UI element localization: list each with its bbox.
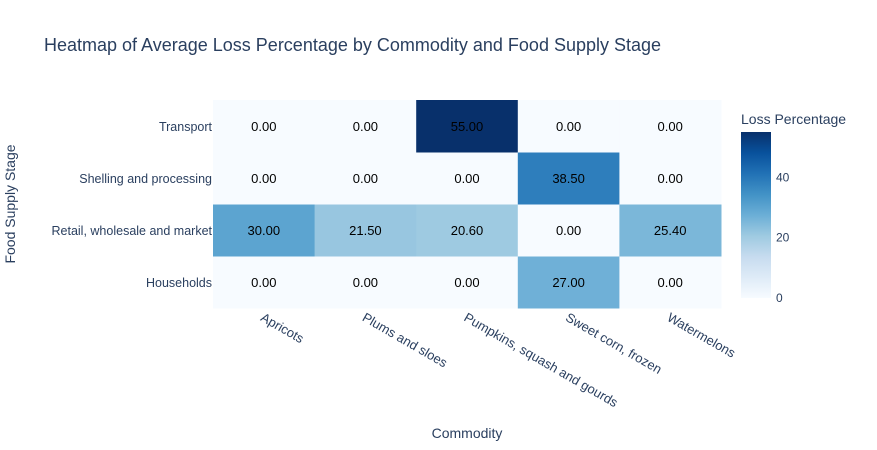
x-tick-label: Sweet corn, frozen	[563, 310, 664, 377]
colorbar-tick-label: 20	[776, 231, 790, 245]
x-axis-title: Commodity	[432, 425, 503, 441]
y-tick-label: Retail, wholesale and market	[52, 224, 213, 238]
cell-value-label: 55.00	[451, 119, 484, 134]
cell-value-label: 0.00	[353, 275, 378, 290]
cell-value-label: 0.00	[251, 171, 276, 186]
cell-value-label: 0.00	[556, 119, 581, 134]
heatmap-cell	[416, 204, 519, 257]
heatmap-cell	[416, 100, 519, 153]
y-axis-title: Food Supply Stage	[2, 144, 18, 263]
colorbar: Loss Percentage 0 20 40	[741, 111, 846, 305]
heatmap-cell	[619, 100, 722, 153]
heatmap-cell-labels: 0.00 0.00 0.00 27.00 0.00 30.00 21.50 20.60 0.00…	[248, 119, 687, 290]
heatmap-cell	[619, 152, 722, 205]
cell-value-label: 0.00	[251, 119, 276, 134]
cell-value-label: 0.00	[454, 171, 479, 186]
heatmap-cell	[314, 256, 417, 309]
x-axis-tick-labels: Apricots Plums and sloes Pumpkins, squash …	[258, 310, 738, 411]
colorbar-tick-label: 0	[776, 291, 783, 305]
cell-value-label: 27.00	[552, 275, 585, 290]
y-axis-tick-labels: Households Retail, wholesale and market Sh…	[52, 120, 213, 290]
cell-value-label: 0.00	[353, 171, 378, 186]
heatmap-cell	[619, 256, 722, 309]
heatmap-cell	[213, 204, 316, 257]
cell-value-label: 38.50	[552, 171, 585, 186]
cell-value-label: 0.00	[353, 119, 378, 134]
x-tick-label: Apricots	[258, 310, 307, 347]
y-tick-label: Transport	[159, 120, 213, 134]
heatmap-cell	[314, 204, 417, 257]
x-tick-label: Plums and sloes	[360, 310, 451, 371]
colorbar-title: Loss Percentage	[741, 111, 846, 127]
x-tick-label: Watermelons	[665, 310, 739, 361]
heatmap-cell	[213, 256, 316, 309]
chart-title: Heatmap of Average Loss Percentage by Co…	[44, 35, 661, 55]
cell-value-label: 30.00	[248, 223, 281, 238]
colorbar-gradient	[741, 132, 771, 298]
cell-value-label: 0.00	[658, 275, 683, 290]
heatmap-cell	[517, 256, 620, 309]
heatmap-cell	[517, 152, 620, 205]
y-tick-label: Shelling and processing	[79, 172, 212, 186]
heatmap-cell	[213, 152, 316, 205]
colorbar-tick-label: 40	[776, 170, 790, 184]
heatmap-cell	[314, 152, 417, 205]
cell-value-label: 0.00	[454, 275, 479, 290]
heatmap-cell	[517, 204, 620, 257]
heatmap-cell	[416, 152, 519, 205]
heatmap-cell	[517, 100, 620, 153]
heatmap-cell	[619, 204, 722, 257]
heatmap-cell	[416, 256, 519, 309]
cell-value-label: 0.00	[658, 171, 683, 186]
heatmap-cells	[213, 100, 722, 309]
heatmap-cell	[314, 100, 417, 153]
y-tick-label: Households	[146, 276, 212, 290]
cell-value-label: 20.60	[451, 223, 484, 238]
heatmap-cell	[213, 100, 316, 153]
cell-value-label: 21.50	[349, 223, 382, 238]
colorbar-tick-labels: 0 20 40	[776, 170, 790, 305]
cell-value-label: 0.00	[556, 223, 581, 238]
cell-value-label: 25.40	[654, 223, 687, 238]
cell-value-label: 0.00	[251, 275, 276, 290]
cell-value-label: 0.00	[658, 119, 683, 134]
